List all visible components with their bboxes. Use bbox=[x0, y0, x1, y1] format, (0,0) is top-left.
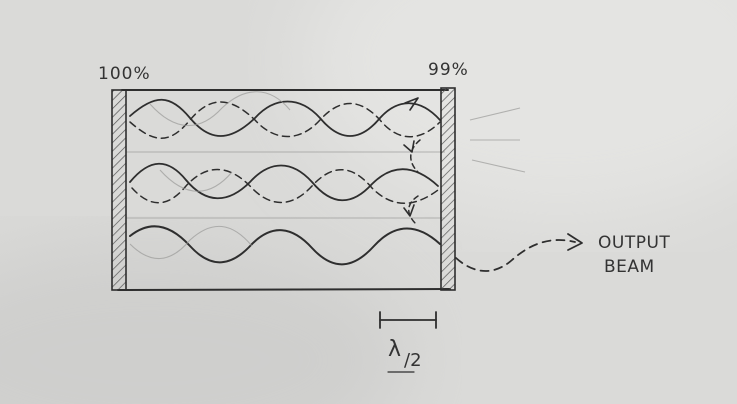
paper-highlight bbox=[300, 0, 737, 220]
standing-wave-top bbox=[129, 91, 441, 139]
lambda-symbol: λ bbox=[388, 337, 401, 362]
output-beam bbox=[455, 233, 583, 272]
half-wavelength-scale bbox=[379, 311, 437, 329]
left-mirror bbox=[111, 89, 127, 291]
reflection-arrows bbox=[403, 97, 421, 225]
standing-wave-middle bbox=[129, 162, 439, 204]
left-mirror-reflectivity-label: 100% bbox=[98, 64, 151, 84]
paper-shadow bbox=[0, 240, 410, 404]
lambda-fraction: /2 bbox=[404, 350, 422, 371]
output-beam-label-line1: OUTPUT bbox=[598, 233, 670, 253]
right-mirror-reflectivity-label: 99% bbox=[428, 60, 469, 80]
output-beam-label-line2: BEAM bbox=[604, 257, 655, 277]
standing-wave-bottom bbox=[129, 225, 441, 266]
right-mirror bbox=[440, 87, 456, 291]
light-rays bbox=[469, 107, 526, 173]
cavity-box bbox=[117, 89, 451, 291]
